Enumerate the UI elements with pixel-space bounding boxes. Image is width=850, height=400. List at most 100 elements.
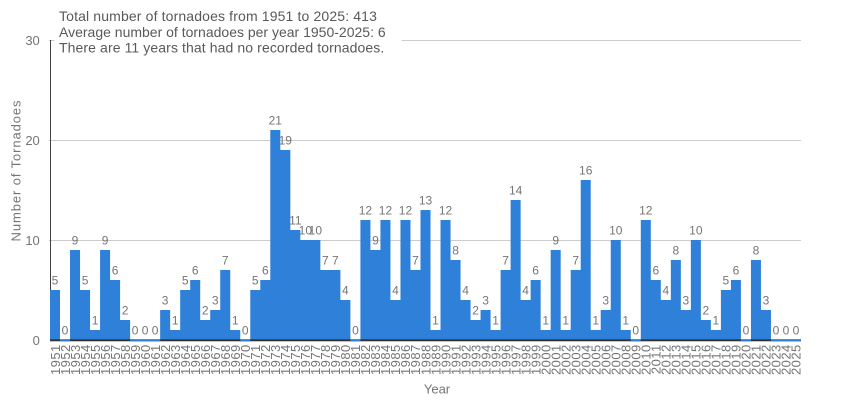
svg-text:2015: 2015 bbox=[689, 344, 704, 375]
svg-text:1988: 1988 bbox=[418, 344, 433, 375]
svg-text:1957: 1957 bbox=[108, 344, 123, 375]
svg-text:5: 5 bbox=[252, 274, 259, 288]
svg-text:2: 2 bbox=[202, 304, 209, 318]
svg-text:Average number of tornadoes pe: Average number of tornadoes per year 195… bbox=[59, 24, 386, 40]
svg-text:1: 1 bbox=[562, 314, 569, 328]
svg-text:0: 0 bbox=[773, 324, 780, 338]
svg-text:12: 12 bbox=[379, 204, 393, 218]
svg-text:10: 10 bbox=[309, 224, 323, 238]
svg-text:1969: 1969 bbox=[228, 344, 243, 375]
svg-text:3: 3 bbox=[602, 294, 609, 308]
svg-text:1980: 1980 bbox=[338, 344, 353, 375]
svg-text:1986: 1986 bbox=[398, 344, 413, 375]
svg-text:1960: 1960 bbox=[138, 344, 153, 375]
svg-text:Number of Tornadoes: Number of Tornadoes bbox=[8, 100, 23, 242]
svg-text:2023: 2023 bbox=[769, 344, 784, 375]
svg-text:1982: 1982 bbox=[358, 344, 373, 375]
svg-text:1: 1 bbox=[713, 314, 720, 328]
svg-text:1: 1 bbox=[432, 314, 439, 328]
svg-text:0: 0 bbox=[632, 324, 639, 338]
svg-text:1993: 1993 bbox=[468, 344, 483, 375]
svg-text:10: 10 bbox=[25, 233, 39, 248]
svg-text:2016: 2016 bbox=[699, 344, 714, 375]
svg-text:1: 1 bbox=[492, 314, 499, 328]
svg-text:5: 5 bbox=[182, 274, 189, 288]
svg-text:2011: 2011 bbox=[649, 344, 664, 374]
svg-text:2020: 2020 bbox=[739, 344, 754, 375]
svg-text:2: 2 bbox=[122, 304, 129, 318]
svg-text:0: 0 bbox=[152, 324, 159, 338]
svg-text:2006: 2006 bbox=[598, 344, 613, 375]
svg-text:1: 1 bbox=[172, 314, 179, 328]
svg-text:5: 5 bbox=[723, 274, 730, 288]
svg-text:2022: 2022 bbox=[759, 344, 774, 375]
svg-text:4: 4 bbox=[662, 284, 669, 298]
svg-text:0: 0 bbox=[783, 324, 790, 338]
svg-text:1985: 1985 bbox=[388, 344, 403, 375]
svg-text:7: 7 bbox=[322, 254, 329, 268]
svg-text:1953: 1953 bbox=[68, 344, 83, 375]
svg-text:0: 0 bbox=[352, 324, 359, 338]
svg-text:4: 4 bbox=[462, 284, 469, 298]
svg-text:1999: 1999 bbox=[528, 344, 543, 375]
svg-text:1959: 1959 bbox=[128, 344, 143, 375]
svg-text:10: 10 bbox=[609, 224, 623, 238]
svg-text:9: 9 bbox=[72, 234, 79, 248]
svg-text:1989: 1989 bbox=[428, 344, 443, 375]
svg-text:1976: 1976 bbox=[298, 344, 313, 375]
svg-text:12: 12 bbox=[439, 204, 453, 218]
svg-text:2009: 2009 bbox=[629, 344, 644, 375]
svg-text:1973: 1973 bbox=[268, 344, 283, 375]
svg-text:2024: 2024 bbox=[779, 344, 794, 375]
svg-text:1978: 1978 bbox=[318, 344, 333, 375]
svg-text:1995: 1995 bbox=[488, 344, 503, 375]
svg-text:Year: Year bbox=[424, 382, 451, 397]
svg-text:1972: 1972 bbox=[258, 344, 273, 375]
svg-text:4: 4 bbox=[342, 284, 349, 298]
svg-text:2025: 2025 bbox=[789, 344, 804, 375]
svg-text:2005: 2005 bbox=[588, 344, 603, 375]
svg-text:21: 21 bbox=[269, 114, 283, 128]
svg-text:1997: 1997 bbox=[508, 344, 523, 375]
svg-text:1979: 1979 bbox=[328, 344, 343, 375]
svg-text:2000: 2000 bbox=[538, 344, 553, 375]
svg-text:7: 7 bbox=[502, 254, 509, 268]
svg-text:1965: 1965 bbox=[188, 344, 203, 375]
svg-text:2012: 2012 bbox=[659, 344, 674, 375]
svg-text:19: 19 bbox=[279, 134, 293, 148]
svg-text:2017: 2017 bbox=[709, 344, 724, 375]
svg-text:Total number of tornadoes from: Total number of tornadoes from 1951 to 2… bbox=[59, 8, 377, 24]
svg-text:1961: 1961 bbox=[148, 344, 163, 375]
svg-text:4: 4 bbox=[522, 284, 529, 298]
svg-text:1: 1 bbox=[232, 314, 239, 328]
svg-text:4: 4 bbox=[392, 284, 399, 298]
svg-text:0: 0 bbox=[62, 324, 69, 338]
svg-text:3: 3 bbox=[763, 294, 770, 308]
svg-text:6: 6 bbox=[192, 264, 199, 278]
svg-text:1974: 1974 bbox=[278, 344, 293, 375]
svg-text:8: 8 bbox=[452, 244, 459, 258]
svg-text:1992: 1992 bbox=[458, 344, 473, 375]
svg-text:10: 10 bbox=[299, 224, 313, 238]
svg-text:20: 20 bbox=[25, 133, 39, 148]
svg-text:6: 6 bbox=[733, 264, 740, 278]
svg-text:2008: 2008 bbox=[619, 344, 634, 375]
svg-text:2014: 2014 bbox=[679, 344, 694, 375]
svg-text:1: 1 bbox=[92, 314, 99, 328]
svg-text:1: 1 bbox=[622, 314, 629, 328]
svg-text:There are 11 years that had no: There are 11 years that had no recorded … bbox=[59, 39, 384, 55]
svg-text:1984: 1984 bbox=[378, 344, 393, 375]
svg-text:8: 8 bbox=[753, 244, 760, 258]
svg-text:0: 0 bbox=[142, 324, 149, 338]
svg-text:0: 0 bbox=[242, 324, 249, 338]
svg-text:3: 3 bbox=[162, 294, 169, 308]
svg-text:12: 12 bbox=[639, 204, 653, 218]
svg-text:1955: 1955 bbox=[88, 344, 103, 375]
svg-text:2003: 2003 bbox=[568, 344, 583, 375]
svg-text:13: 13 bbox=[419, 194, 433, 208]
svg-text:1990: 1990 bbox=[438, 344, 453, 375]
svg-text:1975: 1975 bbox=[288, 344, 303, 375]
svg-text:1970: 1970 bbox=[238, 344, 253, 375]
svg-text:1: 1 bbox=[542, 314, 549, 328]
svg-text:2002: 2002 bbox=[558, 344, 573, 375]
